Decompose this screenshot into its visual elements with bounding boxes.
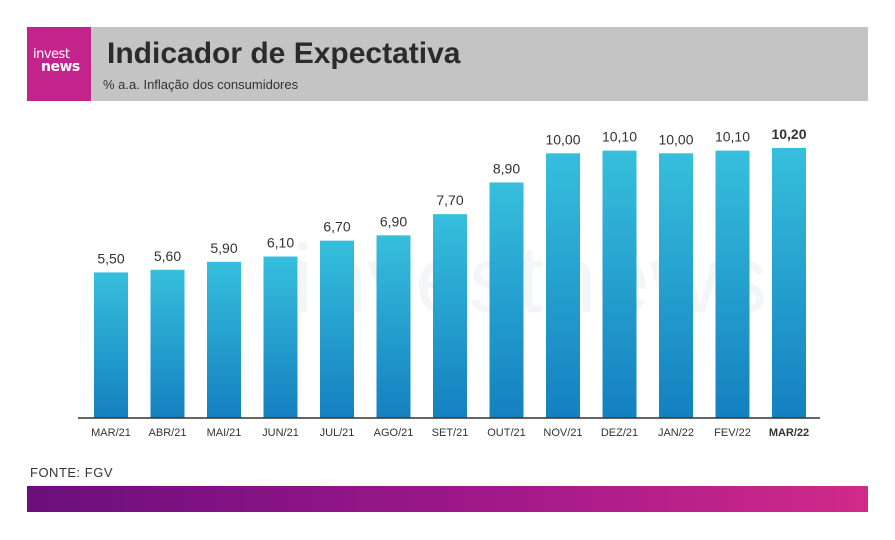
logo-line1: invest xyxy=(33,47,70,62)
x-tick-label: MAR/22 xyxy=(769,427,809,439)
data-label: 8,90 xyxy=(493,160,520,176)
data-label: 6,70 xyxy=(323,219,350,235)
x-tick-label: MAR/21 xyxy=(91,427,131,439)
data-label: 5,90 xyxy=(210,240,237,256)
footer-gradient-bar xyxy=(27,486,868,512)
bar-out-21 xyxy=(489,182,524,418)
data-label: 5,50 xyxy=(97,250,124,266)
bar-mar-22 xyxy=(772,148,806,418)
bar-set-21 xyxy=(433,214,467,418)
data-label: 10,20 xyxy=(771,126,806,142)
data-label: 10,00 xyxy=(545,131,580,147)
data-label: 10,10 xyxy=(602,129,637,145)
x-tick-label: FEV/22 xyxy=(714,427,751,439)
investnews-logo: invest news xyxy=(27,27,91,101)
x-tick-label: AGO/21 xyxy=(374,427,414,439)
data-label: 10,00 xyxy=(658,131,693,147)
bar-nov-21 xyxy=(546,153,580,418)
data-label: 6,10 xyxy=(267,235,294,251)
data-label: 5,60 xyxy=(154,248,181,264)
x-tick-label: OUT/21 xyxy=(487,427,526,439)
data-label: 10,10 xyxy=(715,129,750,145)
data-label: 6,90 xyxy=(380,213,407,229)
x-tick-label: MAI/21 xyxy=(207,427,242,439)
bar-fev-22 xyxy=(715,150,750,418)
x-tick-label: JUN/21 xyxy=(262,427,299,439)
x-tick-label: JAN/22 xyxy=(658,427,694,439)
source-note: FONTE: FGV xyxy=(30,465,113,480)
logo-line2: news xyxy=(41,59,80,75)
watermark-text: investnews xyxy=(293,226,768,333)
bar-jul-21 xyxy=(320,240,354,418)
x-tick-label: JUL/21 xyxy=(320,427,355,439)
bar-dez-21 xyxy=(602,150,637,418)
header-banner: invest news Indicador de Expectativa % a… xyxy=(27,27,868,101)
data-label: 7,70 xyxy=(436,192,463,208)
x-tick-label: SET/21 xyxy=(432,427,469,439)
chart-subtitle: % a.a. Inflação dos consumidores xyxy=(103,77,299,92)
x-tick-label: ABR/21 xyxy=(149,427,187,439)
bar-jan-22 xyxy=(659,153,693,418)
chart-title: Indicador de Expectativa xyxy=(107,37,461,70)
x-tick-label: DEZ/21 xyxy=(601,427,638,439)
x-tick-label: NOV/21 xyxy=(543,427,582,439)
bar-abr-21 xyxy=(150,269,185,418)
bar-ago-21 xyxy=(376,235,411,418)
bar-mai-21 xyxy=(207,261,241,418)
bar-mar-21 xyxy=(94,272,128,418)
bar-jun-21 xyxy=(263,256,298,418)
